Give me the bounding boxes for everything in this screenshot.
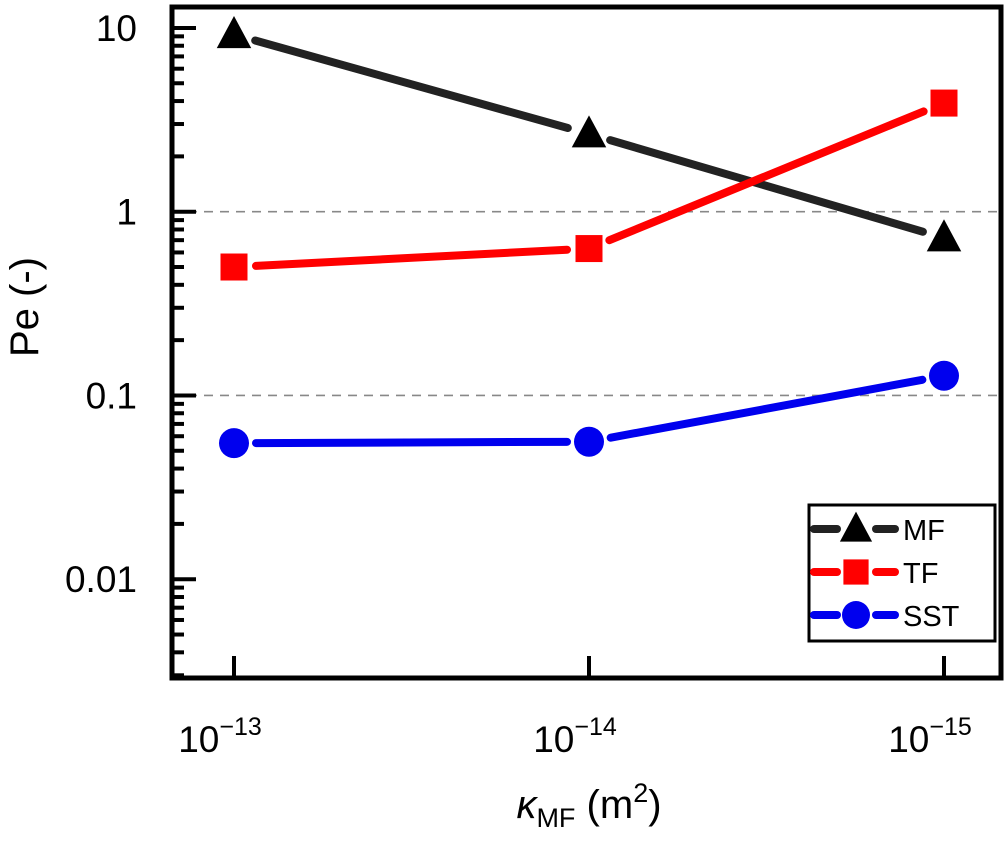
x-axis-title-unit: (m [575, 783, 633, 827]
marker-circle [842, 601, 870, 629]
y-axis: 10 1 0.1 0.01 [65, 8, 196, 678]
x-tick-label-base: 10 [888, 719, 929, 760]
x-axis: 10−13 10−14 10−15 [178, 656, 972, 760]
x-tick-label-exponent: −13 [219, 713, 261, 741]
marker-square [220, 253, 248, 281]
marker-circle [929, 360, 959, 391]
x-tick-label-exponent: −15 [929, 713, 971, 741]
x-axis-title-subscript: MF [536, 803, 575, 833]
x-tick-label-base: 10 [178, 719, 219, 760]
series-line-segment [251, 245, 572, 270]
x-axis-title-unit-close: ) [648, 783, 661, 827]
marker-triangle [571, 115, 607, 148]
marker-triangle [839, 511, 873, 542]
x-tick-label: 10−14 [533, 713, 617, 760]
legend-item-mf: MF [810, 511, 945, 547]
series-tf [220, 89, 958, 281]
y-axis-title: Pe (-) [3, 257, 47, 357]
marker-triangle [926, 219, 962, 252]
y-tick-label: 0.1 [86, 375, 137, 416]
x-axis-title: κMF (m2) [516, 778, 661, 833]
legend-label: MF [903, 515, 945, 547]
series-line-segment [251, 437, 572, 448]
marker-square [843, 559, 869, 585]
x-tick-label-base: 10 [533, 719, 574, 760]
marker-circle [219, 428, 249, 459]
series-sst [219, 360, 959, 459]
legend-label: SST [903, 601, 960, 633]
legend-item-sst: SST [810, 601, 960, 633]
y-tick-label: 10 [96, 8, 137, 49]
x-axis-title-unit-sup: 2 [633, 778, 648, 808]
x-tick-label: 10−15 [888, 713, 972, 760]
series-mf [216, 15, 962, 252]
x-tick-label: 10−13 [178, 713, 262, 760]
marker-triangle [216, 15, 252, 49]
series-line-segment [606, 375, 927, 442]
marker-circle [574, 426, 604, 457]
y-tick-label: 1 [116, 192, 137, 233]
x-axis-title-symbol: κ [516, 783, 538, 827]
series-line-segment [606, 136, 927, 236]
y-tick-label: 0.01 [65, 559, 137, 600]
legend: MF TF SST [807, 503, 997, 643]
legend-label: TF [903, 558, 938, 590]
plot-frame [169, 4, 1004, 681]
legend-item-tf: TF [810, 558, 938, 590]
series-line-segment [251, 36, 572, 132]
series-line-segment [605, 107, 928, 245]
x-tick-label-exponent: −14 [574, 713, 617, 741]
marker-square [930, 89, 958, 117]
marker-square [575, 235, 603, 263]
series-layer [216, 15, 962, 459]
